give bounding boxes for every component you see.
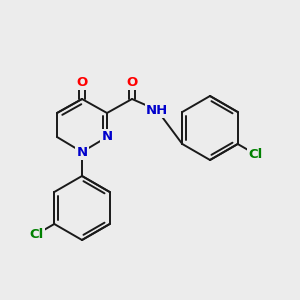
Text: N: N bbox=[76, 146, 88, 158]
Text: O: O bbox=[126, 76, 138, 88]
Text: Cl: Cl bbox=[248, 148, 262, 160]
Text: N: N bbox=[101, 130, 112, 143]
Text: Cl: Cl bbox=[30, 227, 44, 241]
Text: NH: NH bbox=[146, 103, 168, 116]
Text: O: O bbox=[76, 76, 88, 88]
